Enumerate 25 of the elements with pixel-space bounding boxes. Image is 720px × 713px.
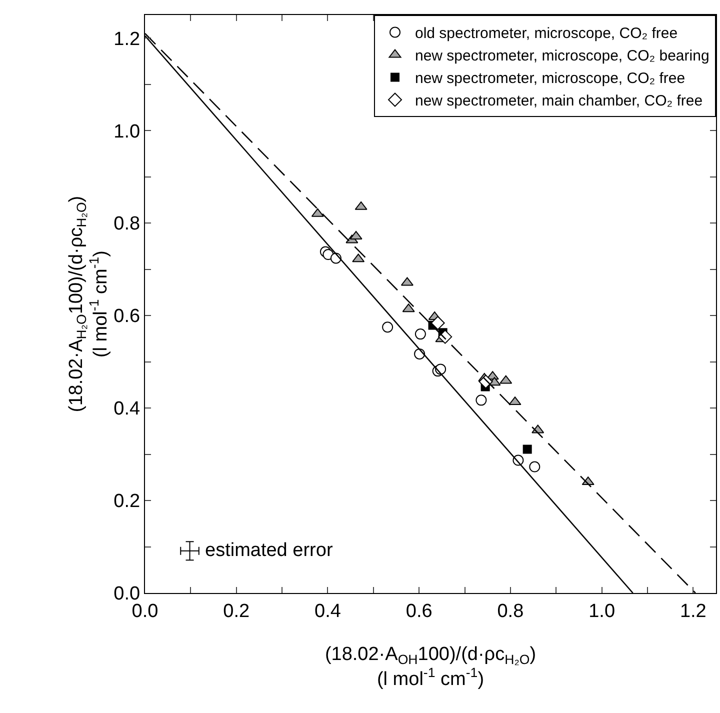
- legend-label: new spectrometer, microscope, CO₂ free: [415, 70, 686, 88]
- y-tick-label: 0.2: [114, 491, 140, 512]
- point: [476, 394, 487, 406]
- y-tick-label: 0.8: [114, 214, 140, 235]
- point: [382, 322, 394, 333]
- x-tick-label: 0.6: [406, 600, 432, 622]
- series-label: estimated error: [205, 540, 334, 561]
- legend-label: old spectrometer, microscope, CO₂ free: [415, 25, 678, 42]
- x-tick-label: 0.2: [223, 600, 250, 622]
- text: (18.02·A$_{OH}$100)/(d·ρc$_{H₂O}$) (l mol$^{-1}$ cm$^{-1}$): [324, 644, 536, 690]
- point: [529, 461, 540, 472]
- legend-label: new spectrometer, main chamber, CO₂ free: [415, 92, 703, 110]
- x-tick-label: 0.8: [497, 600, 524, 622]
- x-tick-label: 1.2: [680, 600, 706, 622]
- y-tick-label: 1.0: [114, 121, 140, 142]
- y-tick-label: 0.6: [114, 306, 140, 328]
- x-tick-label: 1.0: [588, 600, 616, 622]
- x-tick-label: 0.4: [314, 600, 342, 622]
- point: [430, 316, 445, 330]
- point: [522, 444, 532, 454]
- legend-label: new spectrometer, microscope, CO₂ bearing: [415, 48, 710, 65]
- y-tick-label: 1.2: [114, 28, 140, 50]
- y-tick-label: 0.4: [114, 398, 141, 420]
- point: [414, 328, 426, 340]
- point: [322, 249, 334, 260]
